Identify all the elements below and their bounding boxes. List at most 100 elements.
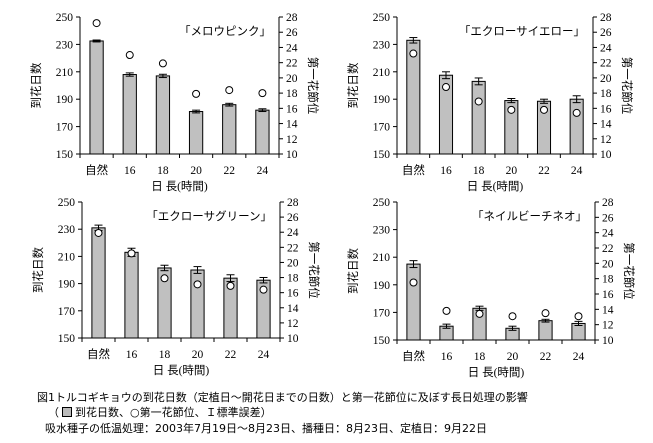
y2-tick-label: 18	[600, 88, 612, 100]
y2-tick-label: 14	[286, 119, 298, 131]
x-axis-label: 日 長(時間)	[468, 366, 525, 379]
node-point	[192, 89, 201, 98]
y2-tick-label: 28	[287, 197, 299, 209]
y2-tick-label: 28	[286, 12, 298, 24]
y2-tick-label: 16	[287, 288, 299, 300]
y2-tick-label: 20	[602, 258, 614, 270]
bar	[569, 98, 584, 155]
node-point	[409, 278, 418, 287]
y-tick-label: 150	[373, 149, 391, 161]
charts-svg: 150 170 190 210 230 250 10 12 14 16 18 20 22 24 26 28 自然…	[29, 12, 636, 379]
y-tick-label: 210	[373, 67, 391, 79]
x-tick-label: 自然	[87, 347, 110, 361]
bar	[190, 269, 205, 339]
caption-legend: （ 到花日数、○第一花節位、Ｉ標準誤差）	[48, 404, 272, 420]
node-point	[125, 51, 134, 60]
x-tick-label: 16	[441, 351, 453, 363]
y2-tick-label: 26	[602, 212, 614, 224]
y2-tick-label: 18	[602, 274, 614, 286]
node-point	[127, 249, 136, 258]
y2-tick-label: 12	[602, 320, 614, 332]
y-tick-label: 210	[56, 67, 74, 79]
bar	[471, 80, 486, 155]
node-point	[226, 281, 235, 290]
y2-tick-label: 16	[602, 289, 614, 301]
node-point	[409, 49, 418, 58]
x-tick-label: 18	[474, 351, 486, 363]
node-point	[475, 309, 484, 318]
y2-tick-label: 28	[602, 197, 614, 209]
x-tick-label: 18	[473, 165, 485, 177]
y-tick-label: 250	[56, 12, 74, 24]
bar	[91, 227, 106, 339]
node-point	[158, 59, 167, 68]
y2-axis-label: 第一花節位	[622, 242, 636, 300]
y2-tick-label: 10	[600, 149, 612, 161]
y-tick-label: 190	[373, 94, 391, 106]
y-tick-label: 150	[373, 335, 391, 347]
y2-tick-label: 20	[286, 73, 298, 85]
chart-title: 「エクローサグリーン」	[146, 209, 272, 223]
x-tick-label: 22	[224, 165, 236, 177]
y2-tick-label: 24	[600, 42, 612, 54]
y-tick-label: 250	[373, 12, 391, 24]
y2-tick-label: 10	[602, 335, 614, 347]
y-tick-label: 190	[373, 280, 391, 292]
node-point	[572, 108, 581, 117]
y2-tick-label: 18	[286, 88, 298, 100]
y2-tick-label: 20	[600, 73, 612, 85]
x-tick-label: 24	[258, 349, 270, 361]
y-tick-label: 230	[58, 224, 76, 236]
x-tick-label: 22	[538, 165, 550, 177]
y2-tick-label: 16	[286, 103, 298, 115]
y-tick-label: 190	[56, 94, 74, 106]
node-point	[442, 83, 450, 92]
y-axis-label: 到花日数	[346, 62, 360, 108]
x-tick-label: 16	[126, 349, 138, 361]
node-point	[540, 105, 548, 114]
y-tick-label: 170	[373, 122, 391, 134]
node-point	[507, 105, 516, 114]
caption-conditions: 吸水種子の低温処理：2003年7月19日～8月23日、播種日：8月23日、定植日…	[45, 422, 487, 435]
y2-tick-label: 24	[286, 42, 298, 54]
node-point	[574, 312, 583, 321]
y-tick-label: 230	[373, 225, 391, 237]
y2-tick-label: 12	[286, 134, 298, 146]
x-tick-label: 20	[192, 349, 204, 361]
bar	[188, 111, 204, 155]
bar	[538, 320, 553, 341]
node-point	[258, 89, 267, 98]
x-axis-label: 日 長(時間)	[467, 180, 524, 193]
y2-axis-label: 第一花節位	[306, 57, 320, 115]
y2-tick-label: 26	[600, 27, 612, 39]
bar	[122, 74, 137, 155]
y2-tick-label: 22	[602, 243, 614, 255]
node-point	[442, 306, 451, 315]
bar	[124, 251, 139, 339]
x-tick-label: 24	[573, 351, 585, 363]
y2-tick-label: 14	[600, 119, 612, 131]
chart-title: 「メロウピンク」	[179, 25, 271, 38]
y-tick-label: 210	[373, 252, 391, 264]
caption-legend-open: （	[48, 406, 59, 419]
y-tick-label: 150	[58, 333, 76, 345]
bar-legend-swatch	[62, 407, 72, 417]
y2-tick-label: 18	[287, 273, 299, 285]
x-axis-label: 日 長(時間)	[151, 180, 208, 193]
x-tick-label: 22	[225, 349, 237, 361]
x-tick-label: 24	[571, 165, 583, 177]
y2-axis-label: 第一花節位	[307, 241, 321, 299]
y2-tick-label: 28	[600, 12, 612, 24]
bar	[406, 263, 421, 341]
caption-legend-text: 到花日数、○第一花節位、Ｉ標準誤差）	[75, 406, 272, 419]
bar	[255, 109, 270, 155]
x-tick-label: 24	[257, 165, 269, 177]
x-tick-label: 自然	[402, 349, 425, 363]
y2-tick-label: 10	[287, 333, 299, 345]
y2-tick-label: 22	[287, 242, 299, 254]
chart-title: 「ネイルビーチネオ」	[472, 210, 587, 223]
node-point	[259, 285, 268, 294]
y-tick-label: 170	[58, 306, 76, 318]
y2-tick-label: 24	[287, 227, 299, 239]
